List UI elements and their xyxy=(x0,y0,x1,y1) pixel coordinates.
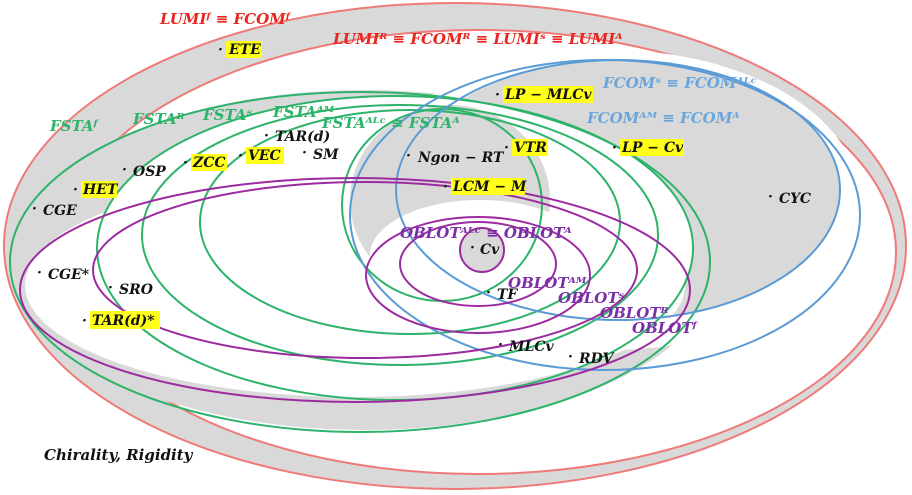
oblot-alc-ellipse xyxy=(459,227,505,273)
svg-text:·: · xyxy=(183,155,188,171)
svg-text:·: · xyxy=(302,145,307,161)
problem-het: · HET xyxy=(73,181,119,198)
problem-lcm-m-label: LCM − M xyxy=(452,179,527,195)
svg-text:·: · xyxy=(73,182,78,198)
svg-text:·: · xyxy=(443,179,448,195)
label-fsta-alc: FSTAᴬᴸᶜ ≡ FSTAᴬ xyxy=(321,114,460,132)
problem-ngon-rt: Ngon − RT xyxy=(417,150,505,166)
label-oblot-f: OBLOTᶠ xyxy=(632,319,699,337)
problem-mlcv: MLCv xyxy=(508,339,554,355)
problem-ete-label: ETE xyxy=(228,42,261,58)
cv-fill xyxy=(460,228,504,272)
label-oblot-s: OBLOTˢ xyxy=(558,289,625,307)
svg-text:·: · xyxy=(32,201,37,217)
footer-caption: Chirality, Rigidity xyxy=(44,446,194,464)
problem-vec: · VEC xyxy=(238,147,284,164)
label-oblot-alc: OBLOTᴬᴸᶜ ≡ OBLOTᴬ xyxy=(400,224,572,242)
problem-rdv: RDV xyxy=(578,351,616,367)
fsta-r-ellipse xyxy=(96,95,694,401)
problem-lp-cv: · LP − Cv xyxy=(612,139,684,156)
problem-zcc: · ZCC xyxy=(183,154,227,171)
svg-text:·: · xyxy=(122,162,127,178)
problem-sro: SRO xyxy=(119,282,154,298)
svg-text:·: · xyxy=(108,280,113,296)
problem-sm: SM xyxy=(313,147,339,163)
problem-lp-cv-label: LP − Cv xyxy=(621,140,684,156)
problem-tar-d: TAR(d) xyxy=(275,129,330,145)
svg-text:·: · xyxy=(264,128,269,144)
label-lumi-f: LUMIᶠ ≡ FCOMᶠ xyxy=(159,10,292,28)
label-lumi-r: LUMIᴿ ≡ FCOMᴿ ≡ LUMIˢ ≡ LUMIᴬ xyxy=(332,30,623,48)
svg-text:·: · xyxy=(568,349,573,365)
svg-text:·: · xyxy=(495,87,500,103)
problem-cv: Cv xyxy=(480,242,500,258)
label-fsta-s: FSTAˢ xyxy=(202,106,252,124)
problem-cyc: CYC xyxy=(779,191,811,207)
svg-text:·: · xyxy=(504,140,509,156)
label-fsta-f: FSTAᶠ xyxy=(49,117,99,135)
problem-het-label: HET xyxy=(82,182,119,198)
oblot-am-ellipse xyxy=(399,221,557,307)
problem-vtr-label: VTR xyxy=(514,140,547,156)
problem-vtr: · VTR xyxy=(504,139,548,156)
problem-vec-label: VEC xyxy=(248,148,281,164)
problem-ete: · ETE xyxy=(218,41,262,58)
problem-lp-mlcv-label: LP − MLCv xyxy=(504,87,592,103)
label-fcom-am: FCOMᴬᴹ ≡ FCOMᴬ xyxy=(586,109,740,127)
problem-lcm-m: · LCM − M xyxy=(443,178,527,195)
problem-tf: TF xyxy=(497,287,518,303)
oblot-s-ellipse xyxy=(365,216,591,334)
problem-osp: OSP xyxy=(133,164,166,180)
problem-cge-star: CGE* xyxy=(48,267,90,283)
problem-zcc-label: ZCC xyxy=(192,155,226,171)
oblot-r-ellipse xyxy=(92,181,638,359)
problem-cge: CGE xyxy=(43,203,77,219)
label-oblot-r: OBLOTᴿ xyxy=(600,304,669,322)
problem-tar-d-star: · TAR(d)* xyxy=(82,311,160,329)
fsta-s-ellipse xyxy=(141,104,659,366)
svg-text:·: · xyxy=(768,189,773,205)
svg-text:·: · xyxy=(612,140,617,156)
svg-text:·: · xyxy=(498,337,503,353)
fsta-f-ellipse xyxy=(9,91,711,433)
svg-text:·: · xyxy=(218,42,223,58)
label-fsta-r: FSTAᴿ xyxy=(132,110,184,128)
problem-tar-d-star-label: TAR(d)* xyxy=(92,313,155,329)
label-fcom-s: FCOMˢ ≡ FCOMᴬᴸᶜ xyxy=(602,74,757,92)
svg-text:·: · xyxy=(82,313,87,329)
oblot-f-ellipse xyxy=(19,177,691,403)
svg-text:·: · xyxy=(486,285,491,301)
problem-lp-mlcv: · LP − MLCv xyxy=(495,86,593,103)
svg-text:·: · xyxy=(470,240,475,256)
fcom-am-ellipse xyxy=(395,59,841,321)
svg-text:·: · xyxy=(406,148,411,164)
label-fsta-am: FSTAᴬᴹ xyxy=(272,103,335,121)
svg-text:·: · xyxy=(37,265,42,281)
label-oblot-am: OBLOTᴬᴹ xyxy=(508,274,587,292)
svg-text:·: · xyxy=(238,148,243,164)
